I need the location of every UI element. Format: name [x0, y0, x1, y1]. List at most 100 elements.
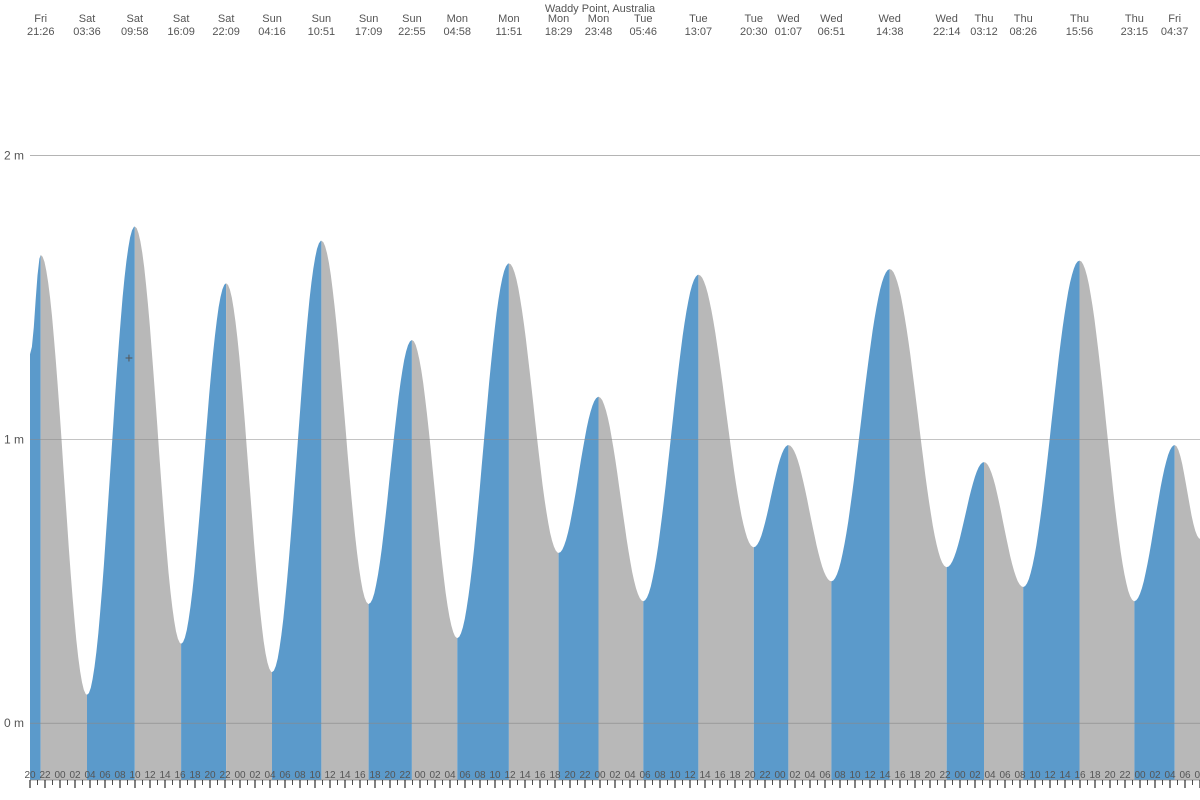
hour-label: 20	[204, 770, 216, 781]
extreme-time-label: 03:12	[970, 26, 998, 38]
hour-label: 22	[399, 770, 411, 781]
y-axis-label: 0 m	[4, 716, 24, 730]
tide-segment	[788, 445, 831, 780]
hour-label: 12	[144, 770, 156, 781]
hour-label: 02	[609, 770, 621, 781]
extreme-time-label: 14:38	[876, 26, 904, 38]
hour-label: 16	[714, 770, 726, 781]
y-axis-label: 1 m	[4, 432, 24, 446]
extreme-time-label: 22:09	[212, 26, 240, 38]
extreme-time-label: 03:36	[73, 26, 101, 38]
hour-label: 02	[249, 770, 261, 781]
hour-label: 20	[924, 770, 936, 781]
extreme-time-label: 23:48	[585, 26, 613, 38]
hour-label: 18	[1089, 770, 1101, 781]
tide-segment	[272, 241, 321, 780]
extreme-day-label: Mon	[588, 13, 609, 25]
tide-segment	[181, 283, 226, 780]
hour-label: 06	[639, 770, 651, 781]
hour-label: 18	[729, 770, 741, 781]
tide-segment	[890, 269, 947, 780]
hour-label: 18	[189, 770, 201, 781]
tide-segment	[30, 255, 41, 780]
hour-label: 02	[69, 770, 81, 781]
hour-label: 10	[849, 770, 861, 781]
hour-label: 14	[879, 770, 891, 781]
hour-label: 06	[279, 770, 291, 781]
tide-segment	[643, 275, 698, 780]
hour-label: 14	[699, 770, 711, 781]
extreme-day-label: Sat	[173, 13, 190, 25]
hour-label: 06	[999, 770, 1011, 781]
extreme-day-label: Sun	[262, 13, 282, 25]
extreme-day-label: Tue	[689, 13, 708, 25]
extreme-day-label: Wed	[936, 13, 958, 25]
extreme-time-label: 05:46	[630, 26, 658, 38]
extreme-day-label: Sat	[218, 13, 235, 25]
extreme-day-label: Mon	[548, 13, 569, 25]
tide-segment	[509, 263, 559, 780]
hour-label: 04	[1164, 770, 1176, 781]
hour-label: 20	[24, 770, 36, 781]
tide-chart-svg: 0 m1 m2 m2022000204060810121416182022000…	[0, 0, 1200, 800]
extreme-time-label: 04:58	[444, 26, 472, 38]
extreme-time-label: 04:16	[258, 26, 286, 38]
tide-segment	[412, 340, 457, 780]
extreme-day-label: Sun	[359, 13, 379, 25]
hour-label: 04	[84, 770, 96, 781]
tide-segment	[559, 397, 599, 780]
extreme-day-label: Thu	[1014, 13, 1033, 25]
hour-label: 12	[684, 770, 696, 781]
extreme-time-label: 23:15	[1121, 26, 1149, 38]
extreme-time-label: 13:07	[685, 26, 713, 38]
tide-segment	[226, 283, 272, 780]
extreme-time-label: 22:55	[398, 26, 426, 38]
extreme-time-label: 11:51	[496, 26, 523, 38]
tide-segment	[321, 241, 368, 780]
hour-label: 10	[489, 770, 501, 781]
hour-label: 04	[624, 770, 636, 781]
tide-chart: 0 m1 m2 m2022000204060810121416182022000…	[0, 0, 1200, 800]
extreme-time-label: 16:09	[167, 26, 195, 38]
extreme-day-label: Thu	[1125, 13, 1144, 25]
extreme-time-label: 21:26	[27, 26, 55, 38]
tide-segment	[1023, 261, 1079, 780]
extreme-day-label: Fri	[34, 13, 47, 25]
hour-label: 00	[1134, 770, 1146, 781]
hour-label: 00	[414, 770, 426, 781]
extreme-day-label: Mon	[447, 13, 468, 25]
hour-label: 14	[339, 770, 351, 781]
hour-label: 10	[669, 770, 681, 781]
hour-label: 18	[909, 770, 921, 781]
hour-label: 20	[1104, 770, 1116, 781]
extreme-day-label: Wed	[820, 13, 842, 25]
hour-label: 08	[834, 770, 846, 781]
extreme-time-label: 22:14	[933, 26, 961, 38]
extreme-day-label: Tue	[744, 13, 763, 25]
extreme-day-label: Wed	[777, 13, 799, 25]
tide-segment	[947, 462, 984, 780]
hour-label: 06	[819, 770, 831, 781]
hour-label: 22	[939, 770, 951, 781]
extreme-time-label: 20:30	[740, 26, 768, 38]
tide-segment	[41, 255, 87, 780]
extreme-time-label: 10:51	[308, 26, 336, 38]
tide-segment	[457, 263, 509, 780]
tide-segment	[1080, 261, 1135, 780]
extreme-day-label: Sat	[127, 13, 144, 25]
hour-label: 22	[579, 770, 591, 781]
extreme-day-label: Sun	[402, 13, 422, 25]
extreme-time-label: 15:56	[1066, 26, 1094, 38]
tide-segment	[599, 397, 644, 780]
extreme-time-label: 04:37	[1161, 26, 1189, 38]
hour-label: 00	[594, 770, 606, 781]
hour-label: 02	[969, 770, 981, 781]
extreme-time-label: 06:51	[818, 26, 846, 38]
hour-label: 22	[1119, 770, 1131, 781]
extreme-day-label: Sat	[79, 13, 96, 25]
tide-segment	[698, 275, 753, 780]
hour-label: 14	[1059, 770, 1071, 781]
hour-label: 10	[309, 770, 321, 781]
hour-label: 06	[1179, 770, 1191, 781]
extreme-time-label: 17:09	[355, 26, 383, 38]
